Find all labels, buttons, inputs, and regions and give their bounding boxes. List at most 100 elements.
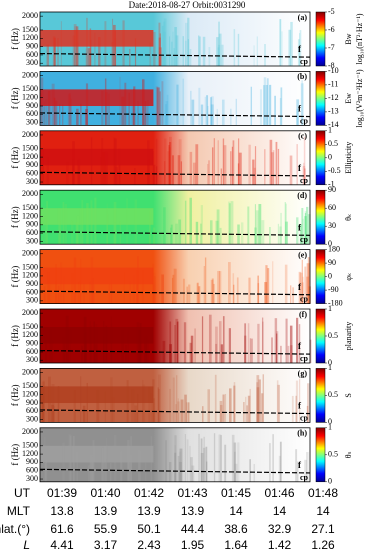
texture [177, 155, 181, 185]
texture [303, 136, 306, 185]
texture [106, 203, 108, 245]
y-tick-label: 900 [26, 338, 38, 347]
texture [221, 99, 225, 126]
colorbar-tick-label: -1 [328, 180, 335, 189]
texture [253, 463, 256, 482]
texture [46, 157, 49, 185]
colorbar-tick-label: -8 [328, 61, 335, 70]
y-tick-label: 1200 [22, 449, 38, 458]
texture [168, 145, 170, 185]
texture [204, 96, 206, 126]
y-axis-label: f (Hz) [10, 28, 20, 50]
texture [175, 404, 177, 423]
texture [275, 141, 278, 185]
texture [257, 323, 260, 363]
texture [279, 441, 282, 482]
texture [157, 374, 161, 423]
colorbar-tick-label: -13 [328, 107, 339, 116]
texture [43, 286, 46, 304]
texture [159, 33, 161, 66]
texture [136, 322, 140, 363]
texture [290, 285, 292, 304]
texture [104, 78, 107, 126]
texture [247, 206, 250, 245]
colorbar-tick-label: 30 [328, 221, 336, 230]
fcp-line [39, 112, 311, 118]
y-tick-label: 300 [26, 296, 38, 305]
table-cell: 1.95 [181, 538, 205, 550]
colorbar-tick-label: 1 [328, 304, 332, 313]
texture [101, 446, 103, 482]
texture [159, 91, 161, 126]
texture [216, 108, 218, 126]
texture [91, 456, 95, 482]
texture [198, 35, 200, 66]
texture [68, 434, 72, 482]
texture [114, 138, 117, 185]
fcp-line [39, 171, 311, 177]
texture [295, 395, 297, 423]
table-cell: 61.6 [50, 522, 74, 536]
fcp-sub: cp [300, 295, 309, 304]
table-cell: 44.4 [181, 522, 205, 536]
texture [110, 316, 113, 363]
intense-band [40, 327, 154, 344]
texture [203, 266, 205, 304]
texture [177, 455, 180, 482]
texture [163, 207, 166, 245]
texture [175, 318, 179, 363]
texture [94, 32, 96, 66]
texture [120, 451, 123, 482]
texture [51, 83, 55, 126]
texture [247, 395, 251, 423]
texture [60, 21, 62, 66]
texture [142, 379, 144, 423]
texture [248, 144, 251, 185]
texture [73, 257, 77, 304]
y-tick-label: 900 [26, 101, 38, 110]
texture [41, 381, 45, 423]
texture [104, 391, 106, 423]
texture [101, 137, 104, 185]
intense-band [40, 148, 154, 166]
texture [57, 38, 59, 66]
texture [277, 223, 280, 245]
fcp-label: f [298, 341, 302, 351]
texture [200, 438, 203, 482]
colorbar-label: Ew [344, 93, 353, 104]
texture [68, 93, 71, 126]
texture [263, 85, 266, 126]
texture [276, 331, 279, 363]
table-cell: 1.64 [224, 538, 248, 550]
texture [172, 274, 175, 304]
fcp-line [39, 468, 311, 474]
texture [157, 387, 159, 423]
y-tick-label: 300 [26, 414, 38, 423]
texture [228, 262, 231, 304]
texture [218, 434, 222, 482]
colorbar [315, 249, 326, 304]
texture [175, 35, 179, 66]
table-cell: 14 [229, 504, 243, 518]
y-tick-label: 1500 [22, 203, 38, 212]
texture [45, 460, 48, 482]
texture [169, 142, 172, 185]
texture [261, 220, 265, 245]
texture [90, 257, 94, 304]
texture [169, 321, 172, 363]
texture [195, 144, 199, 185]
texture [119, 164, 121, 185]
texture [176, 375, 178, 423]
table-cell: 01:46 [264, 486, 294, 500]
fcp-sub: cp [300, 116, 309, 125]
texture [295, 449, 298, 482]
texture [62, 442, 65, 482]
texture [211, 96, 214, 126]
texture [254, 146, 257, 185]
texture [147, 100, 149, 126]
texture [233, 382, 236, 423]
texture [264, 44, 266, 66]
texture [271, 337, 273, 363]
texture [189, 197, 192, 245]
y-tick-label: 1200 [22, 152, 38, 161]
